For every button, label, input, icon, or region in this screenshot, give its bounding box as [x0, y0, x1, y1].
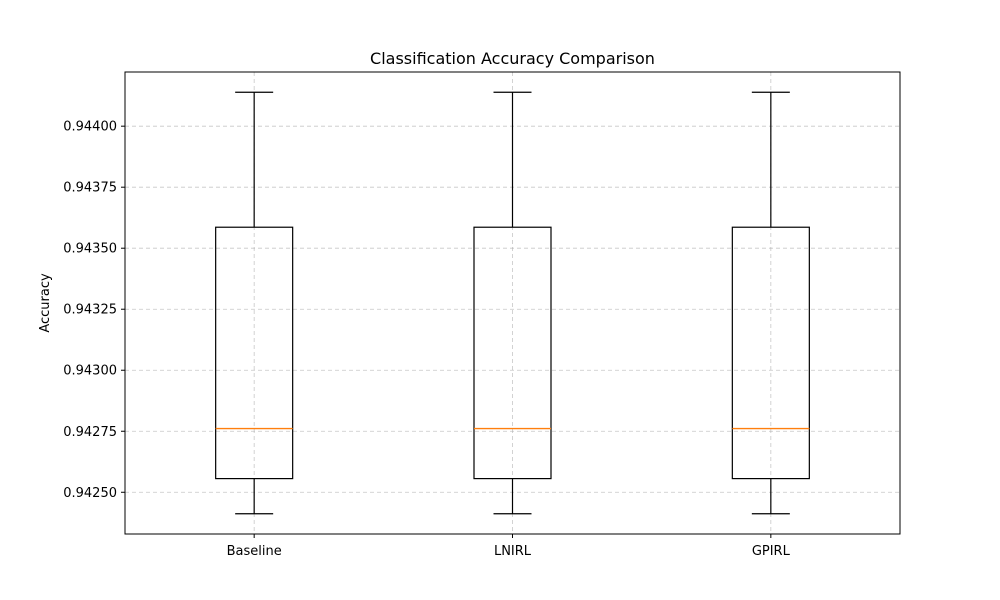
y-tick-label: 0.94350 — [63, 242, 117, 257]
y-tick-label: 0.94400 — [63, 120, 117, 135]
y-tick-label: 0.94375 — [63, 181, 117, 196]
x-tick-label: LNIRL — [494, 544, 532, 559]
x-tick-label: GPIRL — [752, 544, 791, 559]
iqr-box — [473, 226, 552, 480]
y-tick-label: 0.94275 — [63, 425, 117, 440]
box-gpirl — [731, 91, 810, 515]
y-axis-label: Accuracy — [38, 273, 53, 333]
x-axis-ticks: Baseline LNIRL GPIRL — [227, 534, 791, 559]
y-tick-label: 0.94325 — [63, 303, 117, 318]
iqr-box — [215, 226, 294, 480]
boxes — [215, 91, 810, 515]
iqr-box — [731, 226, 810, 480]
chart-title: Classification Accuracy Comparison — [370, 49, 655, 68]
box-baseline — [215, 91, 294, 515]
y-axis-ticks: 0.94250 0.94275 0.94300 0.94325 0.94350 0.943… — [63, 120, 125, 501]
y-tick-label: 0.94250 — [63, 486, 117, 501]
y-tick-label: 0.94300 — [63, 364, 117, 379]
box-lnirl — [473, 91, 552, 515]
x-tick-label: Baseline — [227, 544, 282, 559]
